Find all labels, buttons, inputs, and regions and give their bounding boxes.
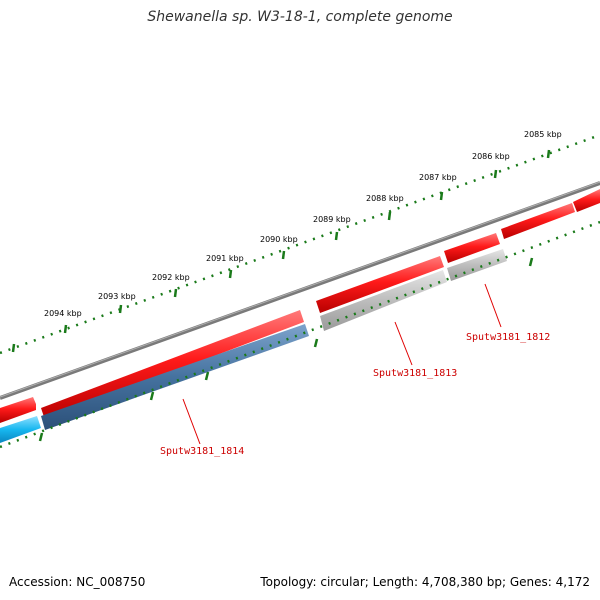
forward-gene[interactable] bbox=[316, 256, 444, 313]
major-tick bbox=[439, 191, 444, 201]
major-tick bbox=[11, 343, 16, 353]
major-tick bbox=[204, 371, 210, 381]
forward-gene[interactable] bbox=[573, 189, 600, 212]
major-tick bbox=[387, 211, 392, 221]
kbp-label: 2087 kbp bbox=[419, 173, 457, 182]
forward-gene[interactable] bbox=[0, 397, 36, 423]
major-tick bbox=[493, 169, 498, 179]
kbp-label: 2092 kbp bbox=[152, 273, 190, 282]
forward-gene[interactable] bbox=[444, 233, 500, 263]
major-tick bbox=[228, 269, 233, 279]
callout-line bbox=[394, 321, 413, 366]
major-tick bbox=[63, 324, 68, 334]
major-tick bbox=[546, 149, 551, 159]
kbp-label: 2086 kbp bbox=[472, 152, 510, 161]
forward-strand bbox=[0, 189, 600, 423]
accession-label: Accession: NC_008750 bbox=[9, 575, 146, 589]
kbp-label: 2088 kbp bbox=[366, 194, 404, 203]
major-tick bbox=[118, 304, 123, 314]
gene-label[interactable]: Sputw3181_1812 bbox=[466, 332, 550, 343]
reverse-strand bbox=[0, 249, 507, 443]
gene-label[interactable]: Sputw3181_1813 bbox=[373, 368, 457, 379]
inner-tick-ring bbox=[0, 220, 600, 449]
major-tick bbox=[149, 391, 155, 401]
forward-gene[interactable] bbox=[41, 310, 304, 420]
kbp-label: 2093 kbp bbox=[98, 292, 136, 301]
major-tick bbox=[281, 250, 286, 260]
major-tick bbox=[313, 338, 319, 348]
kbp-label: 2091 kbp bbox=[206, 254, 244, 263]
reverse-gene[interactable] bbox=[447, 249, 507, 281]
reverse-gene[interactable] bbox=[41, 324, 309, 430]
kbp-label: 2090 kbp bbox=[260, 235, 298, 244]
forward-gene[interactable] bbox=[501, 203, 575, 239]
major-tick bbox=[528, 257, 534, 267]
gene-label[interactable]: Sputw3181_1814 bbox=[160, 446, 244, 457]
gene-callouts: Sputw3181_1814 Sputw3181_1813 Sputw3181_… bbox=[160, 283, 550, 457]
map-title: Shewanella sp. W3-18-1, complete genome bbox=[147, 9, 453, 25]
outer-tick-ring bbox=[0, 133, 600, 355]
callout-line bbox=[484, 283, 502, 328]
major-tick bbox=[38, 432, 44, 442]
reverse-gene[interactable] bbox=[320, 270, 447, 331]
major-tick bbox=[334, 231, 339, 241]
kbp-label: 2085 kbp bbox=[524, 130, 562, 139]
kbp-label: 2089 kbp bbox=[313, 215, 351, 224]
reverse-gene[interactable] bbox=[0, 416, 41, 443]
kbp-labels: 2094 kbp 2093 kbp 2092 kbp 2091 kbp 2090… bbox=[44, 130, 562, 318]
genome-backbone bbox=[0, 181, 600, 400]
kbp-label: 2094 kbp bbox=[44, 309, 82, 318]
genome-backbone-highlight bbox=[0, 181, 600, 398]
genome-summary: Topology: circular; Length: 4,708,380 bp… bbox=[260, 575, 590, 589]
callout-line bbox=[182, 398, 201, 445]
major-tick bbox=[173, 288, 178, 298]
